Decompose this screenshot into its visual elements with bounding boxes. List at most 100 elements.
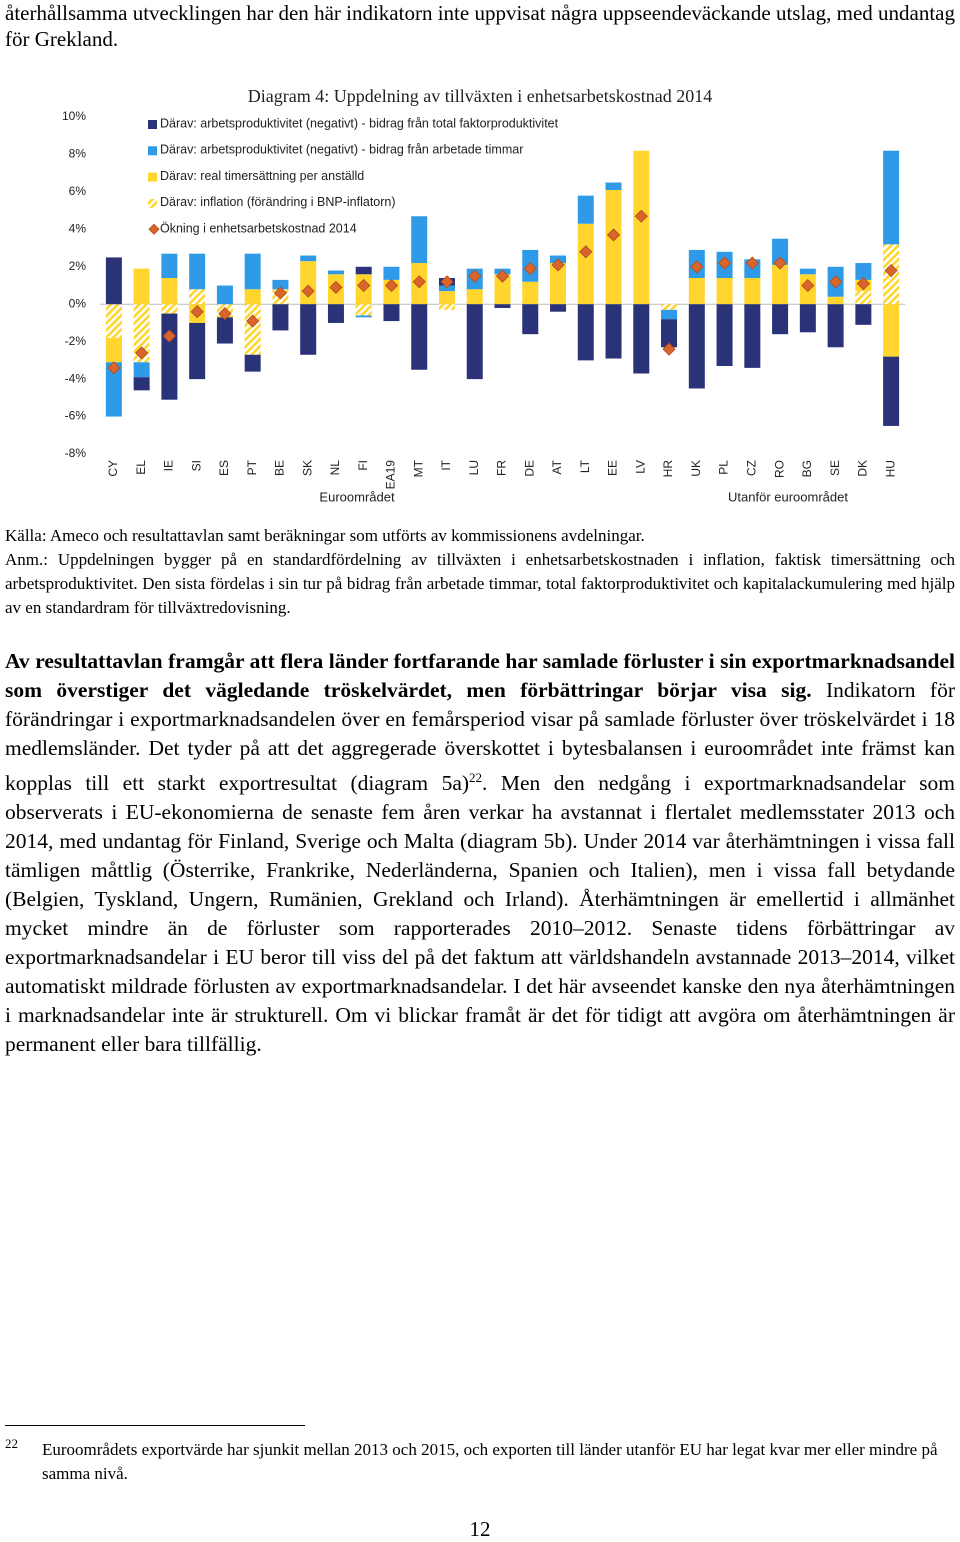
bar-segment — [383, 266, 400, 280]
x-tick-label: PT — [245, 459, 259, 475]
bar-segment — [494, 274, 511, 305]
bar-segment — [633, 304, 650, 374]
bar-segment — [105, 362, 122, 417]
x-tick-label: CZ — [744, 460, 758, 476]
body-text: Indikatorn för förändringar i exportmark… — [5, 678, 956, 796]
source-label: Källa: — [5, 526, 47, 545]
bold-lead: Av resultattavlan framgår att flera länd… — [5, 649, 955, 702]
body-paragraph: Av resultattavlan framgår att flera länd… — [5, 647, 955, 1059]
marker — [773, 256, 787, 270]
bar-segment — [522, 304, 539, 335]
marker — [551, 258, 565, 272]
x-tick-label: LT — [578, 459, 592, 473]
legend-label: Därav: arbetsproduktivitet (negativt) - … — [160, 143, 523, 157]
marker — [801, 278, 815, 293]
legend-swatch — [148, 120, 157, 129]
bar-segment — [605, 190, 622, 305]
marker — [162, 329, 176, 343]
x-tick-label: AT — [550, 459, 564, 474]
bar-segment — [411, 216, 428, 264]
bar-segment — [161, 313, 178, 400]
x-tick-label: FR — [495, 460, 509, 476]
bar-segment — [244, 354, 261, 372]
marker — [523, 262, 537, 276]
marker — [856, 277, 870, 291]
x-tick-label: EL — [134, 460, 148, 475]
bar-segment — [161, 253, 178, 279]
bar-segment — [522, 281, 539, 305]
legend-label: Därav: inflation (förändring i BNP-infla… — [160, 195, 396, 209]
bar-segment — [327, 270, 344, 275]
bar-segment — [550, 304, 567, 312]
x-tick-label: SE — [828, 460, 842, 476]
bar-segment — [133, 268, 150, 305]
page-number: 12 — [469, 1517, 491, 1541]
bar-segment — [883, 304, 900, 357]
bar-segment — [189, 322, 206, 380]
bar-segment — [744, 304, 761, 368]
bar-segment — [244, 253, 261, 290]
marker — [579, 245, 593, 259]
bar-segment — [300, 304, 317, 355]
x-tick-label: BE — [273, 460, 287, 476]
y-tick-label: -2% — [65, 334, 87, 348]
bar-segment — [855, 291, 872, 305]
bar-segment — [161, 278, 178, 305]
bar-segment — [772, 238, 789, 265]
marker — [246, 314, 260, 328]
chart-title: Diagram 4: Uppdelning av tillväxten i en… — [248, 86, 712, 106]
bar-segment — [411, 304, 428, 370]
legend-swatch — [148, 223, 160, 235]
x-tick-label: EE — [606, 460, 620, 476]
bar-segment — [133, 377, 150, 391]
y-tick-label: 4% — [69, 222, 87, 236]
bar-segment — [661, 304, 678, 310]
x-tick-label: NL — [328, 460, 342, 476]
legend-label: Ökning i enhetsarbetskostnad 2014 — [160, 221, 357, 235]
bar-segment — [605, 304, 622, 359]
marker — [495, 269, 510, 283]
y-tick-label: 0% — [69, 296, 87, 310]
x-tick-label: BG — [800, 460, 814, 477]
x-tick-label: MT — [411, 459, 425, 477]
x-tick-label: SK — [300, 460, 314, 476]
bar-segment — [716, 304, 733, 367]
marker — [690, 260, 704, 274]
bar-segment — [827, 304, 844, 348]
y-tick-label: 2% — [69, 259, 87, 273]
x-tick-label: PL — [717, 460, 731, 475]
marker — [384, 278, 399, 293]
bar-segment — [494, 304, 511, 308]
bar-segment — [272, 279, 289, 290]
marker — [745, 256, 759, 270]
bar-segment — [716, 278, 733, 305]
bar-segment — [438, 291, 455, 305]
bar-segment — [577, 304, 594, 361]
intro-text: återhållsamma utvecklingen har den här i… — [5, 1, 955, 51]
bar-segment — [105, 257, 122, 305]
y-tick-label: 8% — [69, 147, 87, 161]
marker — [440, 275, 454, 289]
x-tick-label: ES — [217, 460, 231, 476]
bar-segment — [550, 263, 567, 305]
bar-segment — [216, 317, 233, 344]
note-label: Anm. — [5, 550, 44, 569]
bar-segment — [105, 337, 122, 363]
y-tick-label: 10% — [62, 109, 86, 123]
x-tick-label: EA19 — [384, 460, 398, 490]
note-line: Anm.: Uppdelningen bygger på en standard… — [5, 548, 955, 620]
bar-segment — [438, 304, 455, 310]
x-tick-label: IT — [439, 459, 453, 470]
group-label: Euroområdet — [319, 489, 395, 504]
footnote-number: 22 — [5, 1436, 18, 1451]
y-tick-label: -8% — [65, 446, 87, 460]
bar-segment — [688, 278, 705, 305]
legend-swatch — [148, 198, 157, 208]
marker — [329, 280, 343, 294]
bar-segment — [688, 304, 705, 389]
legend-label: Därav: real timersättning per anställd — [160, 169, 364, 183]
marker — [357, 278, 371, 293]
legend-swatch — [148, 146, 157, 156]
marker — [301, 284, 315, 298]
